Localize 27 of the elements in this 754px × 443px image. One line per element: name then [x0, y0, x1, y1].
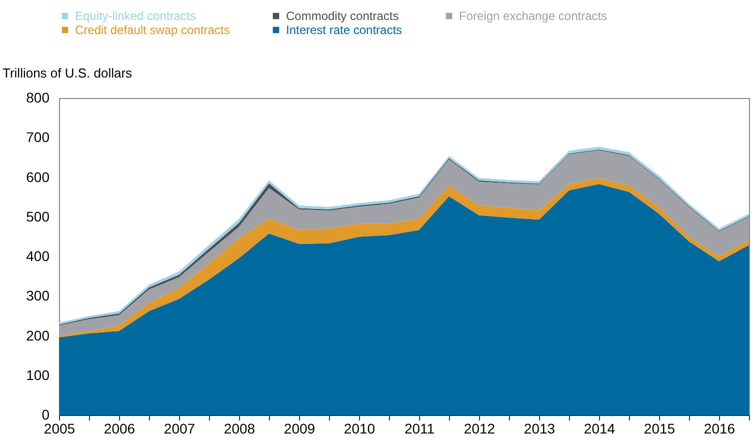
x-tick-label: 2011 [404, 420, 435, 436]
y-axis-title: Trillions of U.S. dollars [2, 66, 133, 80]
y-tick-label: 800 [26, 90, 50, 106]
legend-label: Foreign exchange contracts [459, 9, 608, 23]
legend-label: Commodity contracts [286, 9, 399, 23]
x-tick-label: 2014 [584, 420, 616, 436]
y-tick-label: 0 [42, 406, 50, 422]
x-tick-label: 2006 [104, 420, 136, 436]
y-tick-label: 300 [26, 288, 50, 304]
x-tick-label: 2013 [524, 420, 556, 436]
x-tick-label: 2007 [164, 420, 196, 436]
y-tick-label: 600 [26, 168, 50, 185]
x-tick-label: 2015 [644, 420, 676, 436]
legend-label: Interest rate contracts [286, 23, 402, 37]
x-tick-label: 2012 [464, 420, 496, 436]
x-tick-label: 2005 [44, 420, 76, 436]
x-tick-label: 2009 [284, 420, 316, 436]
legend-label: Credit default swap contracts [75, 23, 230, 37]
y-tick-label: 100 [26, 366, 50, 383]
x-tick-label: 2010 [344, 420, 376, 436]
y-tick-label: 400 [26, 248, 50, 264]
y-tick-label: 500 [26, 208, 50, 224]
x-tick-label: 2008 [224, 420, 256, 436]
y-tick-label: 200 [26, 327, 50, 344]
x-tick-label: 2016 [704, 420, 736, 436]
y-tick-label: 700 [26, 129, 50, 146]
legend-label: Equity-linked contracts [75, 9, 196, 23]
